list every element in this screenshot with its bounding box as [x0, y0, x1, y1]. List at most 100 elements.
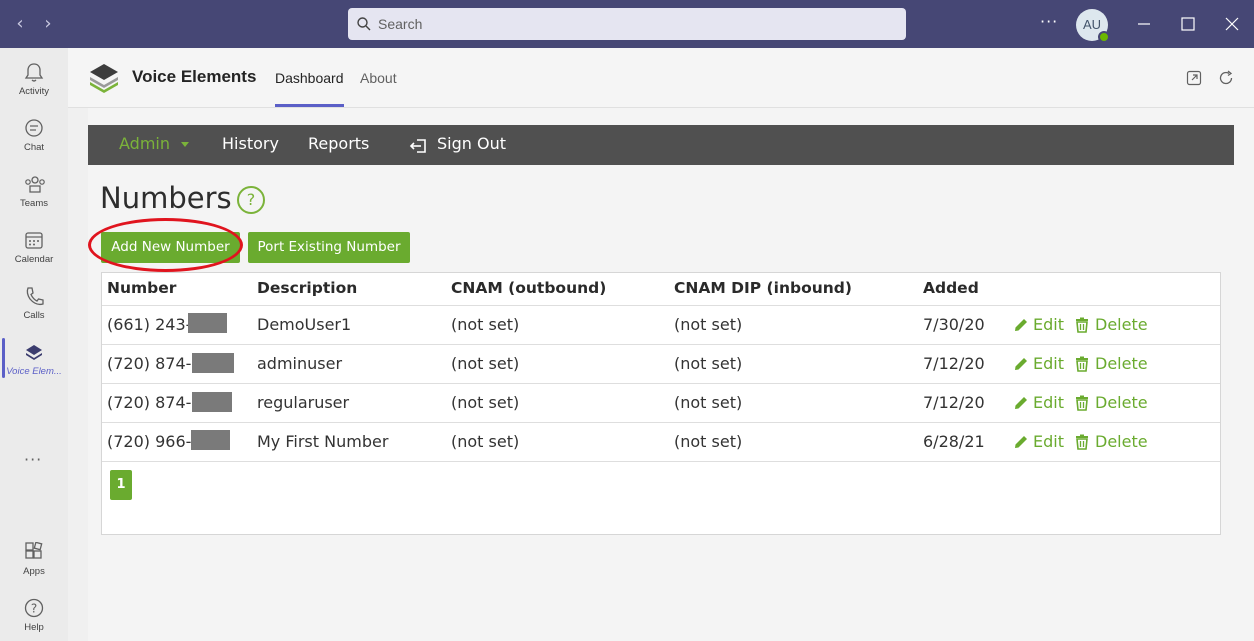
bell-icon	[24, 63, 44, 82]
page-title: Numbers	[100, 181, 232, 215]
cell-cnam-inbound: (not set)	[674, 393, 743, 412]
delete-button[interactable]: Delete	[1075, 432, 1155, 452]
delete-button[interactable]: Delete	[1075, 315, 1155, 335]
calendar-icon	[25, 232, 43, 249]
redacted-block	[192, 392, 232, 412]
nav-history[interactable]: History	[222, 134, 279, 153]
edit-button[interactable]: Edit	[1013, 354, 1073, 374]
cell-number: (720) 874-	[107, 393, 192, 412]
delete-label: Delete	[1095, 315, 1148, 334]
column-header-added: Added	[923, 279, 979, 297]
cell-added: 6/28/21	[923, 432, 985, 451]
search-input[interactable]	[378, 8, 898, 40]
cell-cnam-outbound: (not set)	[451, 393, 520, 412]
cell-number: (661) 243-	[107, 315, 192, 334]
row-divider	[102, 422, 1220, 423]
app-name: Voice Elements	[132, 67, 257, 86]
column-header-description: Description	[257, 279, 358, 297]
edit-button[interactable]: Edit	[1013, 432, 1073, 452]
cell-description: adminuser	[257, 354, 343, 373]
table-footer	[101, 509, 1221, 535]
redacted-block	[191, 430, 230, 450]
cell-number: (720) 966-	[107, 432, 192, 451]
rail-item-teams[interactable]: Teams	[0, 168, 68, 220]
delete-label: Delete	[1095, 354, 1148, 373]
cell-added: 7/12/20	[923, 393, 985, 412]
trash-icon	[1076, 317, 1088, 333]
rail-item-help[interactable]: ? Help	[0, 592, 68, 641]
column-header-cnam-outbound: CNAM (outbound)	[451, 279, 607, 297]
rail-label: Activity	[18, 86, 50, 97]
edit-button[interactable]: Edit	[1013, 315, 1073, 335]
rail-label: Apps	[23, 566, 45, 577]
cell-added: 7/12/20	[923, 354, 985, 373]
delete-button[interactable]: Delete	[1075, 354, 1155, 374]
rail-item-calls[interactable]: Calls	[0, 280, 68, 332]
trash-icon	[1076, 434, 1088, 450]
search-box[interactable]	[348, 8, 906, 40]
svg-text:?: ?	[31, 602, 37, 616]
nav-sign-out[interactable]: Sign Out	[437, 134, 506, 153]
cell-description: regularuser	[257, 393, 350, 412]
cell-added: 7/30/20	[923, 315, 985, 334]
tab-about[interactable]: About	[360, 70, 397, 86]
phone-icon	[26, 287, 44, 306]
rail-item-activity[interactable]: Activity	[0, 56, 68, 108]
rail-label: Chat	[23, 142, 45, 153]
pencil-icon	[1015, 397, 1027, 409]
rail-label: Voice Elem...	[6, 366, 62, 377]
teams-icon	[25, 176, 45, 193]
column-header-number: Number	[107, 279, 177, 297]
edit-label: Edit	[1033, 315, 1064, 334]
delete-button[interactable]: Delete	[1075, 393, 1155, 413]
edit-label: Edit	[1033, 354, 1064, 373]
cell-description: DemoUser1	[257, 315, 352, 334]
row-divider	[102, 344, 1220, 345]
sign-out-icon[interactable]	[409, 138, 427, 154]
rail-item-chat[interactable]: Chat	[0, 112, 68, 164]
presence-available-icon	[1098, 31, 1110, 43]
more-options-icon[interactable]: ···	[1040, 12, 1059, 31]
row-divider	[102, 461, 1220, 462]
maximize-icon[interactable]	[1178, 14, 1198, 34]
chevron-down-icon[interactable]	[181, 142, 189, 147]
close-icon[interactable]	[1222, 14, 1242, 34]
column-header-cnam-dip-inbound: CNAM DIP (inbound)	[674, 279, 852, 297]
chat-icon	[25, 119, 43, 137]
trash-icon	[1076, 395, 1088, 411]
nav-admin[interactable]: Admin	[119, 134, 170, 153]
nav-reports[interactable]: Reports	[308, 134, 370, 153]
more-apps-icon[interactable]: ···	[24, 450, 43, 469]
rail-label: Teams	[20, 198, 48, 209]
cell-cnam-outbound: (not set)	[451, 315, 520, 334]
refresh-icon[interactable]	[1218, 70, 1234, 86]
avatar-initials: AU	[1082, 17, 1102, 32]
rail-item-calendar[interactable]: Calendar	[0, 224, 68, 276]
minimize-icon[interactable]	[1134, 14, 1154, 34]
trash-icon	[1076, 356, 1088, 372]
top-navbar: Admin History Reports Sign Out	[88, 125, 1234, 165]
cell-cnam-outbound: (not set)	[451, 354, 520, 373]
help-icon: ?	[24, 598, 44, 618]
left-rail: Activity Chat Teams Calendar Calls Voice…	[0, 48, 68, 641]
rail-item-apps[interactable]: Apps	[0, 536, 68, 588]
port-existing-number-button[interactable]: Port Existing Number	[248, 232, 410, 263]
rail-item-voice-elements[interactable]: Voice Elem...	[0, 336, 68, 388]
highlight-annotation	[88, 218, 243, 272]
back-arrow-icon[interactable]: ‹	[16, 13, 24, 34]
pagination-page-1[interactable]: 1	[110, 470, 132, 500]
edit-label: Edit	[1033, 432, 1064, 451]
rail-label: Calls	[23, 310, 45, 321]
forward-arrow-icon[interactable]: ›	[44, 13, 52, 34]
popout-icon[interactable]	[1186, 70, 1202, 86]
help-icon[interactable]: ?	[237, 186, 265, 214]
avatar[interactable]: AU	[1076, 9, 1110, 43]
app-header: Voice Elements Dashboard About	[68, 48, 1254, 108]
delete-label: Delete	[1095, 432, 1148, 451]
redacted-block	[188, 313, 227, 333]
active-tab-indicator	[275, 104, 344, 107]
title-bar: ‹ › ··· AU	[0, 0, 1254, 48]
tab-dashboard[interactable]: Dashboard	[275, 70, 344, 86]
edit-button[interactable]: Edit	[1013, 393, 1073, 413]
delete-label: Delete	[1095, 393, 1148, 412]
